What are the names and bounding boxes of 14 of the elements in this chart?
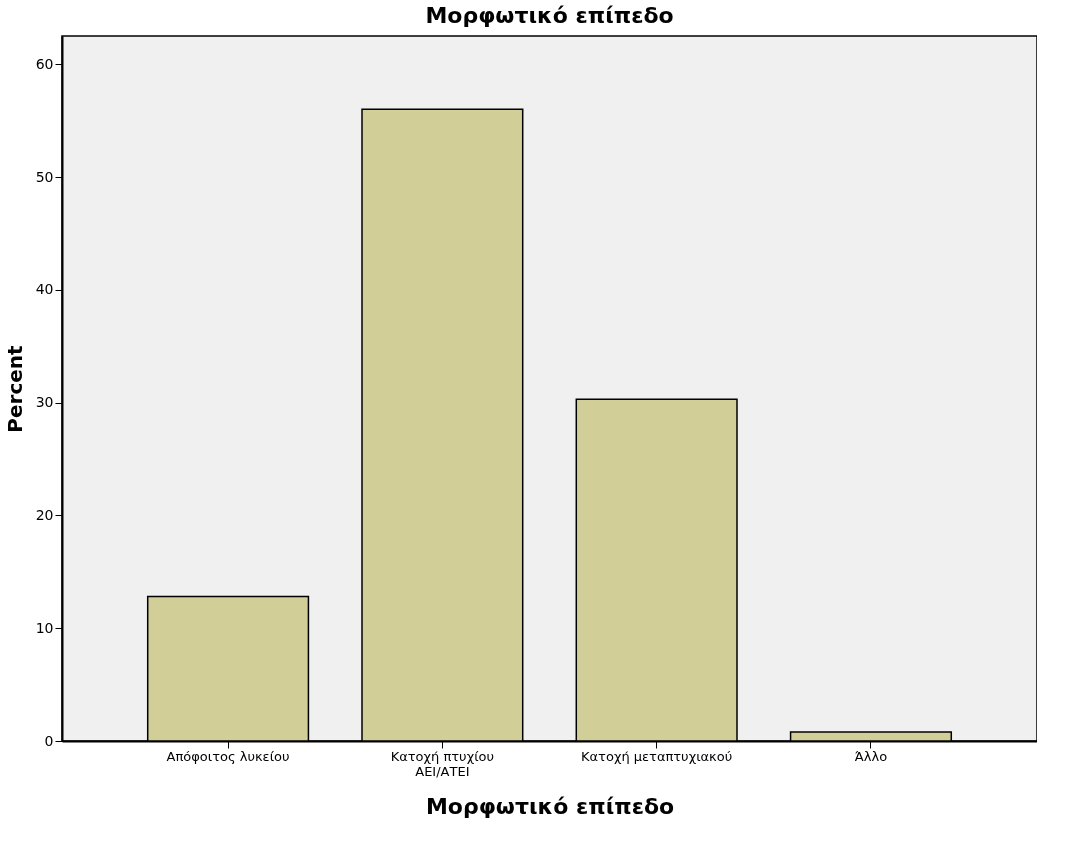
y-tick-label: 20 (35, 506, 54, 523)
y-tick-label: 40 (35, 281, 54, 298)
y-tick-label: 50 (35, 168, 54, 185)
y-axis-title: Percent (2, 344, 27, 433)
x-tick-label: Απόφοιτος λυκείου (166, 748, 290, 764)
y-tick-label: 60 (35, 55, 54, 72)
x-tick-label: Κατοχή πτυχίου ΑΕΙ/ΑΤΕΙ (390, 748, 495, 779)
x-tick-label: Άλλο (854, 748, 888, 764)
y-tick-label: 30 (35, 394, 54, 411)
y-tick-label: 10 (35, 619, 54, 636)
x-axis-title: Μορφωτικό επίπεδο (425, 793, 675, 819)
x-tick-label: Κατοχή μεταπτυχιακού (581, 748, 733, 764)
chart-title: Μορφωτικό επίπεδο (425, 3, 674, 28)
y-tick-label: 0 (44, 732, 54, 749)
